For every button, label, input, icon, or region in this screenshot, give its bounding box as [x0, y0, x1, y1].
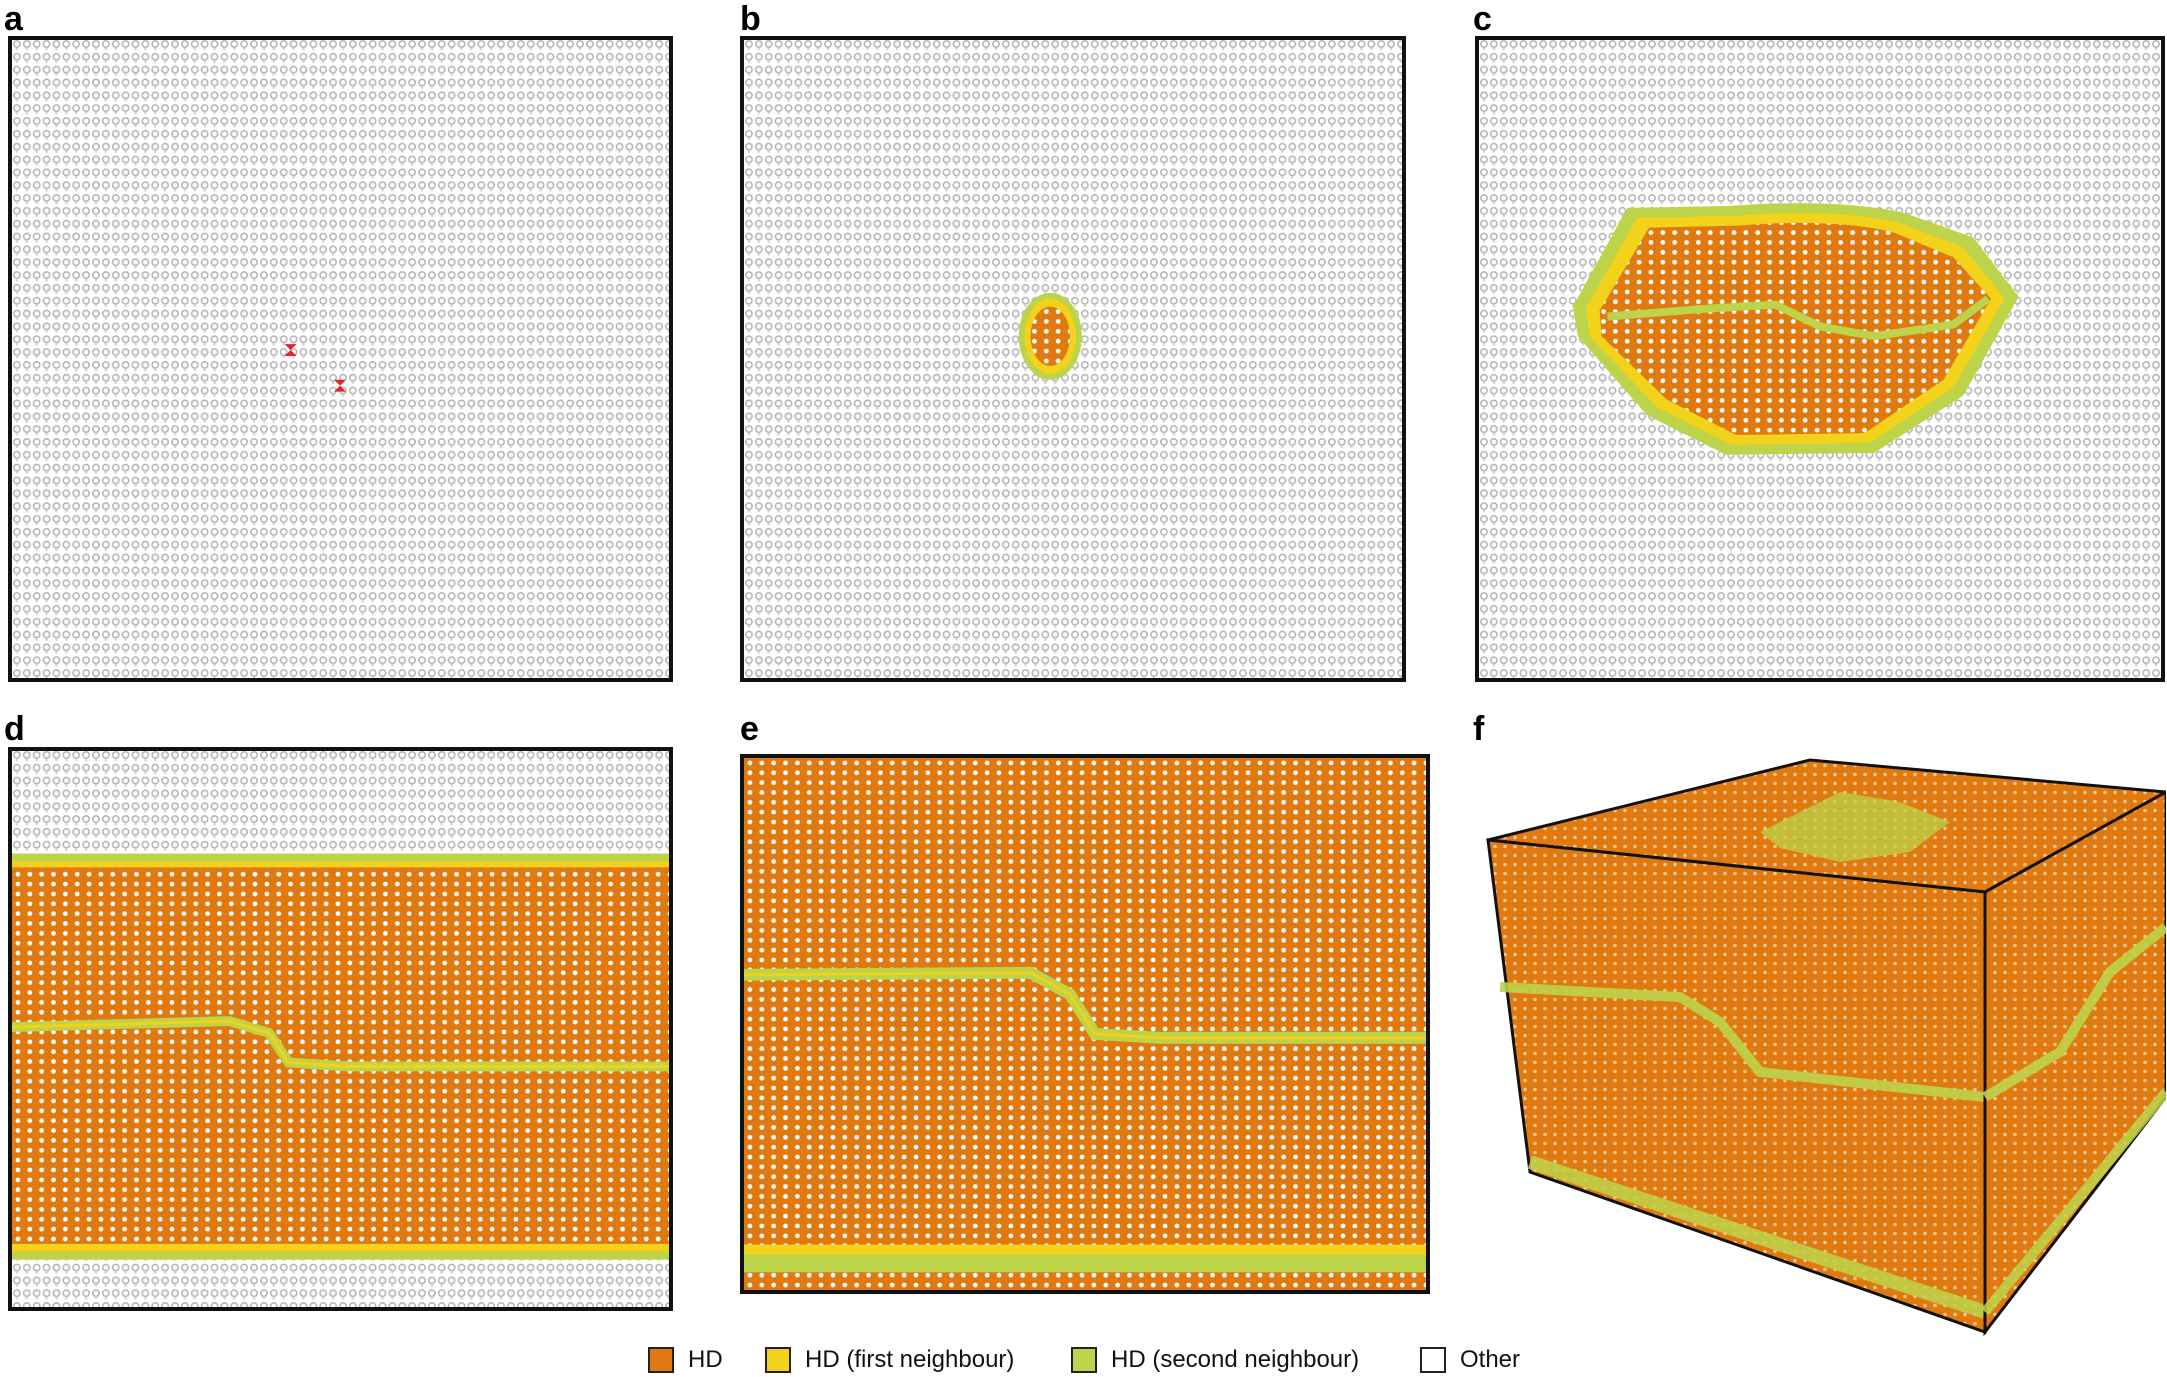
- panel-d-simulation-box: [8, 747, 673, 1311]
- hd-island: [1572, 203, 2019, 455]
- legend-item-hd-second-neighbour: HD (second neighbour): [1071, 1343, 1359, 1377]
- panel-label-c: c: [1473, 0, 1492, 38]
- legend: HD HD (first neighbour) HD (second neigh…: [0, 1343, 2167, 1377]
- legend-swatch-hd-first-neighbour: [765, 1347, 791, 1373]
- hd-nucleus: [1018, 292, 1082, 380]
- panel-label-b: b: [740, 0, 761, 38]
- legend-item-hd-first-neighbour: HD (first neighbour): [765, 1343, 1014, 1377]
- legend-item-hd: HD: [648, 1343, 723, 1377]
- panel-label-e: e: [740, 710, 759, 748]
- legend-label-hd: HD: [688, 1346, 723, 1373]
- legend-label-other: Other: [1460, 1346, 1521, 1373]
- panel-label-d: d: [4, 710, 25, 748]
- legend-swatch-hd: [648, 1347, 674, 1373]
- panel-f-3d-box: [1480, 752, 2166, 1340]
- panel-b-simulation-box: [740, 36, 1406, 682]
- legend-swatch-other: [1420, 1347, 1446, 1373]
- panel-a-simulation-box: [8, 36, 673, 682]
- panel-label-a: a: [4, 0, 23, 38]
- legend-item-other: Other: [1420, 1343, 1520, 1377]
- panel-e-simulation-box: [740, 754, 1430, 1294]
- legend-swatch-hd-second-neighbour: [1071, 1347, 1097, 1373]
- legend-label-hd-first-neighbour: HD (first neighbour): [805, 1346, 1015, 1373]
- panel-c-simulation-box: [1475, 36, 2165, 682]
- legend-label-hd-second-neighbour: HD (second neighbour): [1111, 1346, 1360, 1373]
- panel-label-f: f: [1473, 710, 1485, 748]
